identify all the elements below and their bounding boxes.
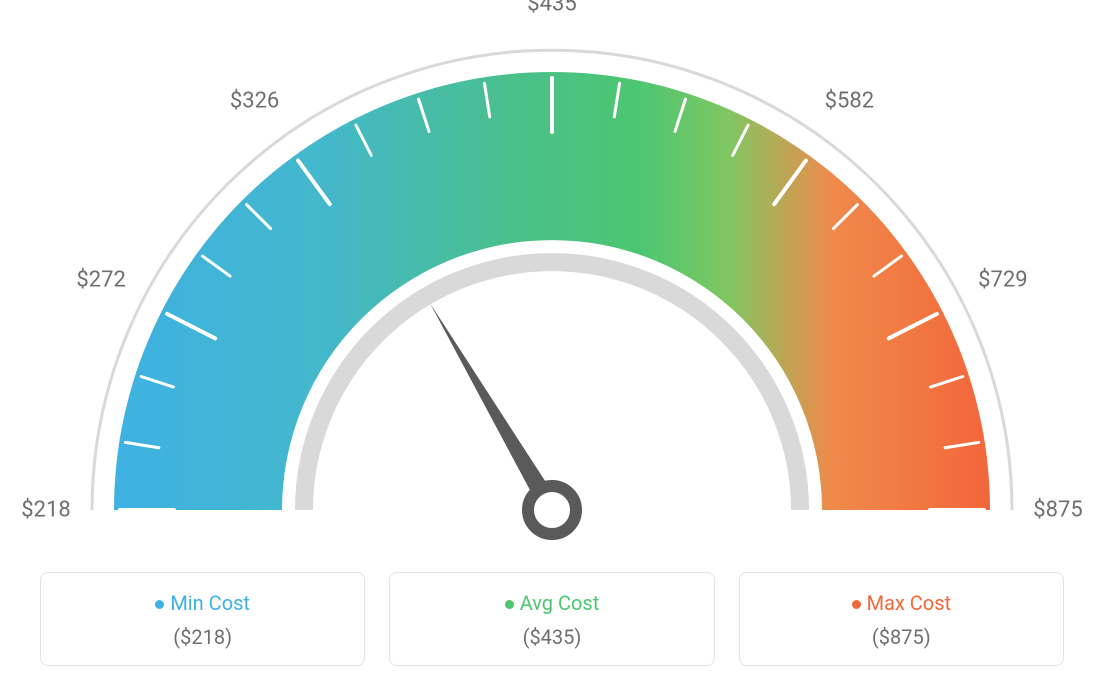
scale-label: $875 — [1033, 498, 1082, 523]
legend-label-text: Max Cost — [867, 591, 952, 615]
gauge-svg — [0, 0, 1104, 560]
legend-label-min: Min Cost — [51, 591, 354, 615]
legend-label-max: Max Cost — [750, 591, 1053, 615]
scale-label: $435 — [527, 0, 576, 17]
legend-value-min: ($218) — [51, 625, 354, 649]
scale-label: $582 — [825, 88, 874, 113]
legend-card-min: Min Cost ($218) — [40, 572, 365, 666]
scale-label: $729 — [978, 268, 1027, 293]
cost-gauge-container: $218 $272 $326 $435 $582 $729 $875 Min Cost ($… — [0, 0, 1104, 690]
legend-label-text: Avg Cost — [520, 591, 600, 615]
scale-label: $272 — [76, 268, 125, 293]
legend-value-avg: ($435) — [400, 625, 703, 649]
legend-card-max: Max Cost ($875) — [739, 572, 1064, 666]
gauge-chart: $218 $272 $326 $435 $582 $729 $875 — [0, 0, 1104, 560]
legend-label-avg: Avg Cost — [400, 591, 703, 615]
legend-value-max: ($875) — [750, 625, 1053, 649]
legend-row: Min Cost ($218) Avg Cost ($435) Max Cost… — [40, 572, 1064, 666]
scale-label: $326 — [230, 88, 279, 113]
legend-label-text: Min Cost — [170, 591, 250, 615]
legend-card-avg: Avg Cost ($435) — [389, 572, 714, 666]
scale-label: $218 — [21, 498, 70, 523]
dot-icon — [852, 600, 861, 609]
dot-icon — [505, 600, 514, 609]
dot-icon — [155, 600, 164, 609]
